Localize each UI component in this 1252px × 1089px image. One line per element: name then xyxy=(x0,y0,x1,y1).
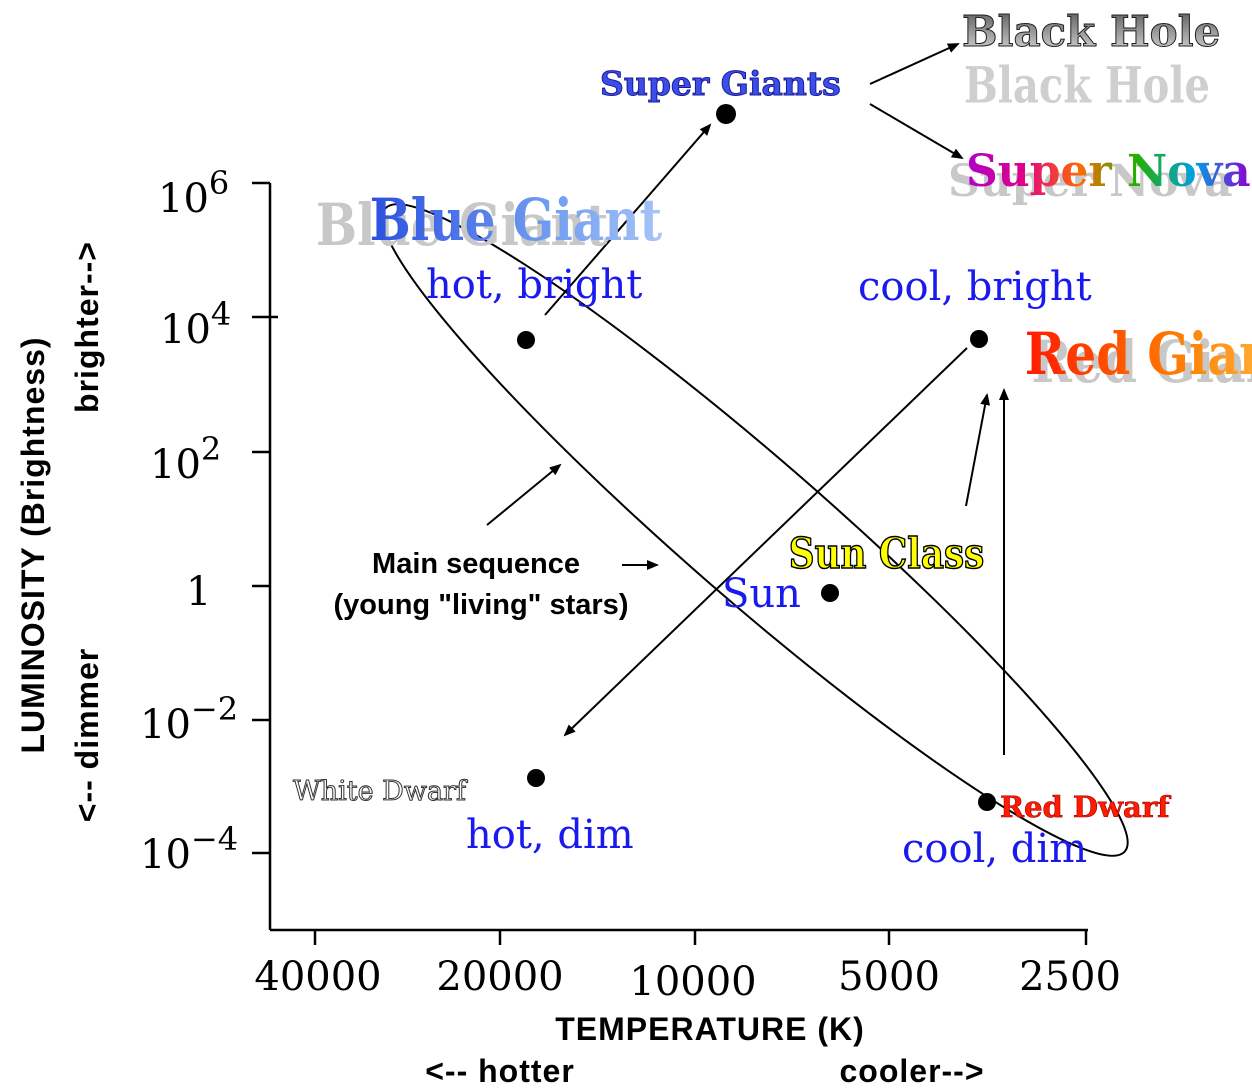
red-dwarf-label: Red Dwarf xyxy=(1000,790,1172,824)
y-tick-label: 104 xyxy=(160,295,231,353)
x-tick-labels: 40000 20000 10000 5000 2500 xyxy=(254,954,1121,1005)
y-tick-labels: 106 104 102 1 10−2 10−4 xyxy=(140,164,238,878)
y-tick-label: 10−4 xyxy=(140,820,238,878)
x-tick-label: 2500 xyxy=(1019,954,1121,1000)
blue-giant-dot xyxy=(517,331,535,349)
y-axis-hint-dimmer: <-- dimmer xyxy=(69,648,105,822)
axes xyxy=(252,181,1088,945)
label-cool-dim: cool, dim xyxy=(902,826,1087,872)
super-nova-wordart: Super Nova Super Nova xyxy=(948,146,1251,207)
arrow-to-super-nova xyxy=(869,103,964,160)
label-hot-bright: hot, bright xyxy=(426,262,642,308)
arrow-sun-class-to-red-giant xyxy=(965,393,991,507)
x-axis-hint-hotter: <-- hotter xyxy=(425,1053,575,1089)
red-giant-label: Red Giant xyxy=(1025,320,1252,388)
main-sequence-sublabel: (young "living" stars) xyxy=(334,589,629,621)
evolution-arrows xyxy=(486,43,1009,755)
main-sequence-ellipse xyxy=(381,203,1129,857)
main-sequence-label: Main sequence xyxy=(372,548,580,580)
black-hole-wordart: Black Hole Black Hole xyxy=(962,7,1221,115)
super-giants-label: Super Giants xyxy=(600,64,841,103)
x-tick-label: 5000 xyxy=(838,954,940,1000)
sun-dot xyxy=(821,584,839,602)
label-hot-dim: hot, dim xyxy=(466,812,634,858)
y-tick-label: 106 xyxy=(158,164,229,222)
x-axis-title: TEMPERATURE (K) xyxy=(555,1011,865,1047)
arrow-main-sequence-pointer xyxy=(486,463,562,526)
red-giant-dot xyxy=(970,330,988,348)
white-dwarf-dot xyxy=(527,769,545,787)
black-hole-shadow: Black Hole xyxy=(964,55,1210,115)
red-giant-shadow: Red Giant xyxy=(1032,328,1252,396)
red-dwarf-dot xyxy=(978,793,996,811)
black-hole-label: Black Hole xyxy=(962,7,1220,56)
red-giant-wordart: Red Giant Red Giant xyxy=(1025,320,1252,396)
label-sun: Sun xyxy=(722,571,801,617)
label-cool-bright: cool, bright xyxy=(858,264,1092,310)
super-nova-shadow: Super Nova xyxy=(948,156,1233,207)
x-tick-label: 40000 xyxy=(254,954,381,1000)
blue-giant-shadow: Blue Giant xyxy=(316,191,609,259)
y-tick-label: 10−2 xyxy=(140,690,238,748)
y-tick-label: 102 xyxy=(150,430,221,488)
arrow-red-giant-to-white-dwarf xyxy=(563,347,968,737)
supergiant-dot xyxy=(716,104,736,124)
x-tick-label: 20000 xyxy=(436,954,563,1000)
arrow-blue-to-supergiant xyxy=(544,123,712,316)
super-nova-label: Super Nova xyxy=(966,146,1251,197)
y-axis-hint-brighter: brighter--> xyxy=(69,241,105,413)
blue-giant-wordart: Blue Giant Blue Giant xyxy=(316,186,663,259)
arrow-to-black-hole xyxy=(869,43,960,85)
y-axis-title: LUMINOSITY (Brightness) xyxy=(15,336,51,753)
star-points xyxy=(517,104,996,811)
y-tick-label: 1 xyxy=(186,569,211,615)
blue-giant-label: Blue Giant xyxy=(370,186,663,254)
x-axis-hint-cooler: cooler--> xyxy=(839,1053,984,1089)
sun-class-label: Sun Class xyxy=(789,529,984,579)
white-dwarf-label: White Dwarf xyxy=(293,776,468,807)
x-tick-label: 10000 xyxy=(629,959,756,1005)
